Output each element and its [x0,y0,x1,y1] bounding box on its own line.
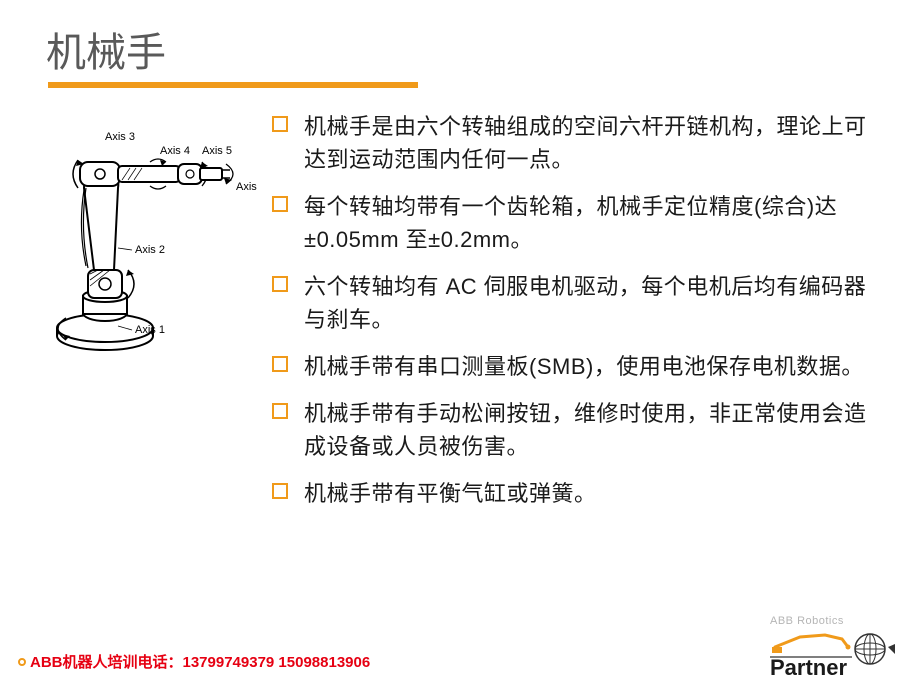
bullet-item: 六个转轴均有 AC 伺服电机驱动，每个电机后均有编码器与刹车。 [272,270,880,336]
bullet-text: 机械手带有平衡气缸或弹簧。 [304,477,597,510]
axis4-label: Axis 4 [160,145,190,157]
bullet-marker-icon [272,356,288,372]
partner-logo-icon: Partner [770,629,900,679]
bullet-item: 每个转轴均带有一个齿轮箱，机械手定位精度(综合)达±0.05mm 至±0.2mm… [272,190,880,256]
axis5-label: Axis 5 [202,145,232,157]
bullet-text: 机械手带有手动松闸按钮，维修时使用，非正常使用会造成设备或人员被伤害。 [304,397,880,463]
bullet-marker-icon [272,483,288,499]
axis1-label: Axis 1 [135,324,165,336]
bullet-text: 机械手带有串口测量板(SMB)，使用电池保存电机数据。 [304,350,864,383]
bullet-marker-icon [272,196,288,212]
robot-diagram-area: Axis 1 Axis 2 Axis 3 Axis 4 Axis 5 Axis … [40,118,260,373]
bullet-marker-icon [272,403,288,419]
axis6-label: Axis 6 [236,181,260,193]
bullet-item: 机械手带有手动松闸按钮，维修时使用，非正常使用会造成设备或人员被伤害。 [272,397,880,463]
robot-arm-diagram: Axis 1 Axis 2 Axis 3 Axis 4 Axis 5 Axis … [40,118,260,368]
bullet-text: 六个转轴均有 AC 伺服电机驱动，每个电机后均有编码器与刹车。 [304,270,880,336]
bullet-list: 机械手是由六个转轴组成的空间六杆开链机构，理论上可达到运动范围内任何一点。 每个… [272,108,880,524]
footer: ABB机器人培训电话：13799749379 15098813906 [18,651,370,672]
bullet-item: 机械手是由六个转轴组成的空间六杆开链机构，理论上可达到运动范围内任何一点。 [272,110,880,176]
footer-text: ABB机器人培训电话：13799749379 15098813906 [30,651,370,672]
content-row: Axis 1 Axis 2 Axis 3 Axis 4 Axis 5 Axis … [40,108,880,524]
partner-text: Partner [770,655,847,679]
title-underline [48,82,418,88]
logo-area: ABB Robotics Partner [770,615,900,684]
footer-dot-icon [18,658,26,666]
slide-title: 机械手 [46,20,880,78]
bullet-text: 机械手是由六个转轴组成的空间六杆开链机构，理论上可达到运动范围内任何一点。 [304,110,880,176]
bullet-item: 机械手带有串口测量板(SMB)，使用电池保存电机数据。 [272,350,880,383]
bullet-marker-icon [272,276,288,292]
slide-container: 机械手 [0,0,920,690]
abb-robotics-label: ABB Robotics [770,615,900,627]
axis2-label: Axis 2 [135,244,165,256]
bullet-text: 每个转轴均带有一个齿轮箱，机械手定位精度(综合)达±0.05mm 至±0.2mm… [304,190,880,256]
bullet-marker-icon [272,116,288,132]
bullet-item: 机械手带有平衡气缸或弹簧。 [272,477,880,510]
axis3-label: Axis 3 [105,131,135,143]
